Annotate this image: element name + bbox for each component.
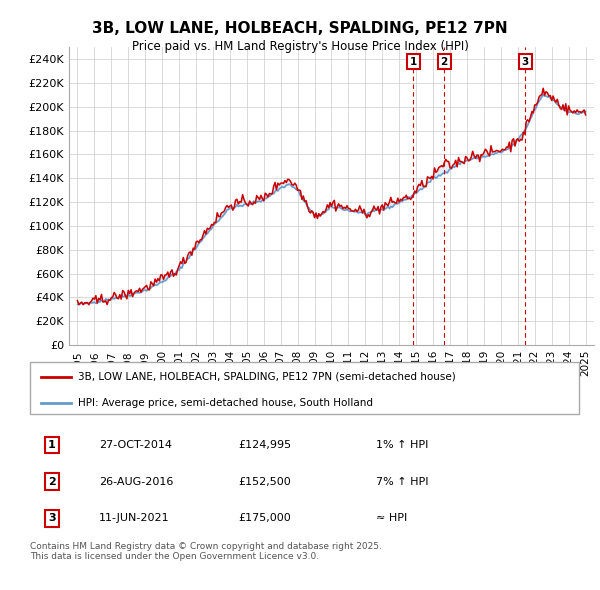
FancyBboxPatch shape	[30, 362, 579, 414]
Text: 7% ↑ HPI: 7% ↑ HPI	[376, 477, 428, 487]
Text: £124,995: £124,995	[239, 440, 292, 450]
Text: 1% ↑ HPI: 1% ↑ HPI	[376, 440, 428, 450]
Text: 1: 1	[48, 440, 56, 450]
Text: 3: 3	[521, 57, 529, 67]
Text: 2: 2	[440, 57, 448, 67]
Text: 11-JUN-2021: 11-JUN-2021	[98, 513, 169, 523]
Text: 26-AUG-2016: 26-AUG-2016	[98, 477, 173, 487]
Text: 27-OCT-2014: 27-OCT-2014	[98, 440, 172, 450]
Text: £175,000: £175,000	[239, 513, 292, 523]
Text: ≈ HPI: ≈ HPI	[376, 513, 407, 523]
Text: 3B, LOW LANE, HOLBEACH, SPALDING, PE12 7PN (semi-detached house): 3B, LOW LANE, HOLBEACH, SPALDING, PE12 7…	[79, 372, 456, 382]
Text: HPI: Average price, semi-detached house, South Holland: HPI: Average price, semi-detached house,…	[79, 398, 373, 408]
Text: 2: 2	[48, 477, 56, 487]
Text: Contains HM Land Registry data © Crown copyright and database right 2025.
This d: Contains HM Land Registry data © Crown c…	[30, 542, 382, 561]
Text: 1: 1	[410, 57, 417, 67]
Text: 3: 3	[48, 513, 56, 523]
Text: 3B, LOW LANE, HOLBEACH, SPALDING, PE12 7PN: 3B, LOW LANE, HOLBEACH, SPALDING, PE12 7…	[92, 21, 508, 35]
Text: £152,500: £152,500	[239, 477, 292, 487]
Text: Price paid vs. HM Land Registry's House Price Index (HPI): Price paid vs. HM Land Registry's House …	[131, 40, 469, 53]
